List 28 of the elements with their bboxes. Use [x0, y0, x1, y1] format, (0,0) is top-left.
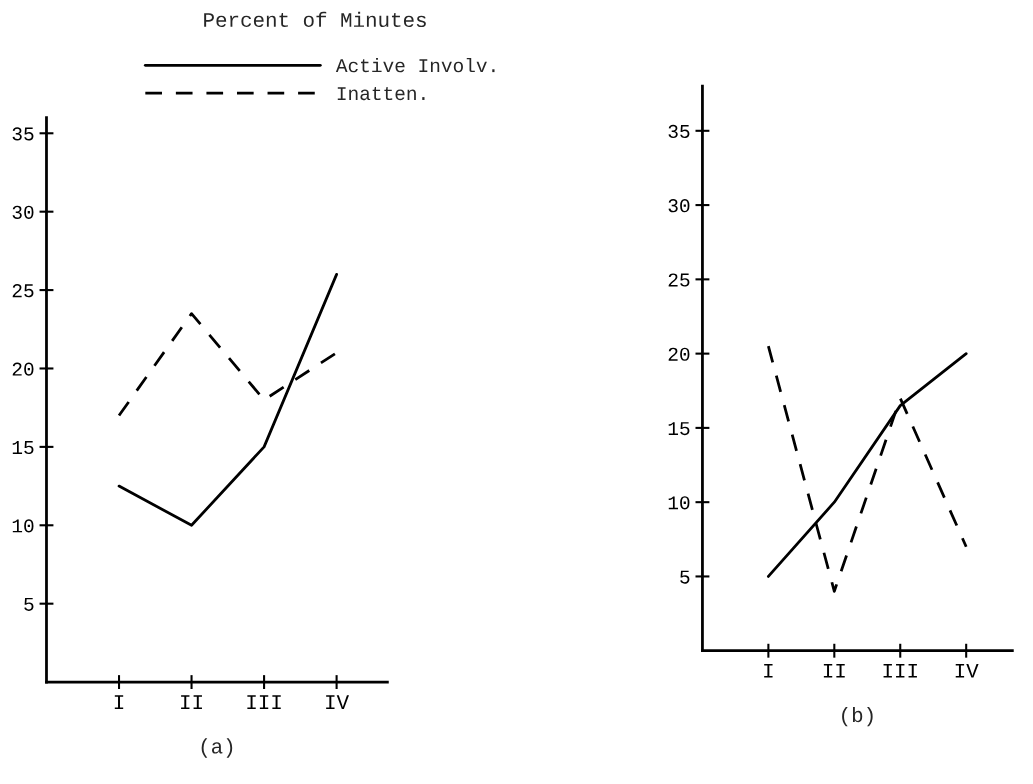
- x-tick-label: I: [764, 663, 773, 678]
- y-tick-label: 15: [12, 441, 34, 455]
- x-tick-label: II: [181, 695, 202, 709]
- y-tick-label: 25: [12, 284, 34, 298]
- y-tick-label: 10: [12, 519, 34, 533]
- x-tick-label: I: [114, 695, 124, 709]
- x-axis-title: (a): [201, 738, 233, 758]
- x-tick-label: IV: [326, 695, 349, 709]
- text: Active Involv.: [335, 58, 495, 73]
- text: Inatten.: [337, 87, 425, 101]
- y-tick-label: 5: [680, 570, 690, 584]
- y-tick-label: 35: [668, 124, 690, 139]
- y-tick-label: 20: [668, 347, 690, 361]
- x-axis-title: (b): [842, 706, 873, 727]
- y-tick-label: 25: [668, 273, 690, 287]
- y-tick-label: 30: [668, 199, 690, 213]
- line-series: [117, 273, 338, 527]
- y-tick-label: 20: [12, 362, 34, 376]
- y-tick-label: 10: [668, 496, 690, 510]
- y-tick-label: 5: [24, 597, 34, 611]
- x-tick-label: II: [823, 663, 845, 678]
- y-tick-label: 15: [668, 422, 690, 436]
- y-tick-label: 30: [12, 205, 34, 219]
- chart-title: Percent of Minutes: [204, 11, 426, 28]
- y-tick-label: 35: [12, 127, 34, 141]
- x-tick-label: III: [247, 695, 281, 709]
- x-tick-label: III: [883, 663, 917, 678]
- x-tick-label: IV: [955, 663, 979, 678]
